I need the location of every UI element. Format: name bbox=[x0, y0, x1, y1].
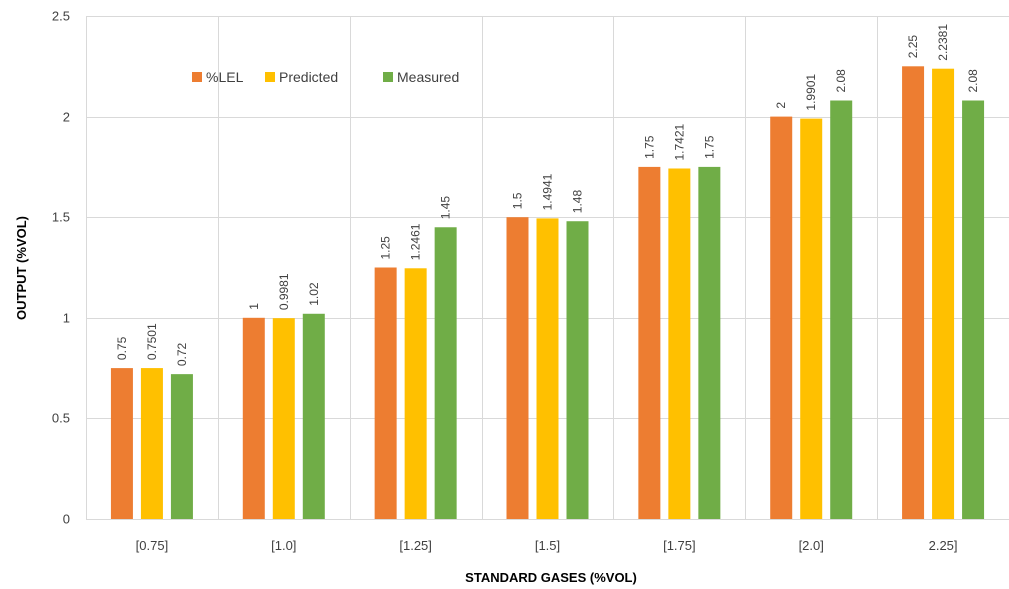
bar bbox=[698, 166, 721, 519]
bar bbox=[140, 368, 163, 519]
data-label: 1.75 bbox=[702, 135, 716, 159]
x-tick-label: [1.25] bbox=[399, 538, 432, 553]
data-label: 1.7421 bbox=[672, 123, 686, 160]
legend-swatch bbox=[383, 72, 393, 82]
data-label: 1.02 bbox=[307, 282, 321, 306]
legend-swatch bbox=[192, 72, 202, 82]
bar bbox=[242, 317, 265, 519]
x-tick-label: [2.0] bbox=[799, 538, 824, 553]
legend-label: %LEL bbox=[206, 69, 244, 85]
y-tick-label: 2.5 bbox=[52, 9, 70, 24]
data-label: 2.2381 bbox=[936, 24, 950, 61]
data-label: 2.25 bbox=[906, 35, 920, 59]
data-label: 1.48 bbox=[571, 190, 585, 214]
data-label: 0.75 bbox=[115, 336, 129, 360]
data-label: 0.72 bbox=[175, 342, 189, 366]
bar bbox=[302, 313, 325, 519]
data-label: 1.2461 bbox=[409, 223, 423, 260]
bar bbox=[434, 227, 457, 519]
legend: %LEL Predicted Measured bbox=[192, 69, 459, 85]
legend-swatch bbox=[265, 72, 275, 82]
x-tick-label: [1.5] bbox=[535, 538, 560, 553]
bars bbox=[110, 66, 985, 520]
data-label: 1.75 bbox=[642, 135, 656, 159]
data-label: 1.25 bbox=[379, 236, 393, 260]
legend-label: Measured bbox=[397, 69, 459, 85]
bar bbox=[506, 217, 529, 519]
x-axis-title: STANDARD GASES (%VOL) bbox=[465, 570, 637, 585]
bar bbox=[902, 66, 925, 520]
bar bbox=[830, 100, 853, 519]
data-label: 0.9981 bbox=[277, 273, 291, 310]
bar bbox=[668, 168, 691, 519]
bar bbox=[770, 116, 793, 519]
y-tick-label: 1.5 bbox=[52, 210, 70, 225]
x-tick-label: [1.75] bbox=[663, 538, 696, 553]
data-label: 1.9901 bbox=[804, 74, 818, 111]
data-label: 1.45 bbox=[439, 196, 453, 220]
data-label: 2.08 bbox=[966, 69, 980, 93]
y-tick-label: 1 bbox=[63, 311, 70, 326]
bar bbox=[638, 166, 661, 519]
bar bbox=[800, 118, 823, 519]
y-axis-title: OUTPUT (%VOL) bbox=[14, 216, 29, 320]
axis-ticks: 0 0.5 1 1.5 2 2.5 [0.75] [1.0] [1.25] [1.5] [1.75]… bbox=[52, 9, 958, 554]
bar bbox=[272, 318, 295, 519]
data-label: 1.5 bbox=[511, 192, 525, 209]
bar bbox=[170, 374, 193, 519]
y-tick-label: 0.5 bbox=[52, 411, 70, 426]
y-tick-label: 2 bbox=[63, 110, 70, 125]
data-label: 2.08 bbox=[834, 69, 848, 93]
bar bbox=[962, 100, 985, 519]
bar bbox=[932, 68, 955, 520]
x-tick-label: 2.25] bbox=[929, 538, 958, 553]
y-tick-label: 0 bbox=[63, 512, 70, 527]
data-labels: 0.75 0.7501 0.72 1 0.9981 1.02 1.25 1.2461 1.45 1… bbox=[115, 24, 980, 366]
bar bbox=[374, 267, 397, 519]
data-label: 2 bbox=[774, 102, 788, 109]
data-label: 1.4941 bbox=[541, 173, 555, 210]
x-tick-label: [1.0] bbox=[271, 538, 296, 553]
bar bbox=[110, 368, 133, 519]
bar bbox=[404, 268, 427, 519]
legend-label: Predicted bbox=[279, 69, 338, 85]
bar bbox=[566, 221, 589, 519]
bar bbox=[536, 218, 559, 519]
data-label: 1 bbox=[247, 303, 261, 310]
x-tick-label: [0.75] bbox=[136, 538, 169, 553]
gridlines bbox=[86, 16, 1009, 520]
data-label: 0.7501 bbox=[145, 323, 159, 360]
